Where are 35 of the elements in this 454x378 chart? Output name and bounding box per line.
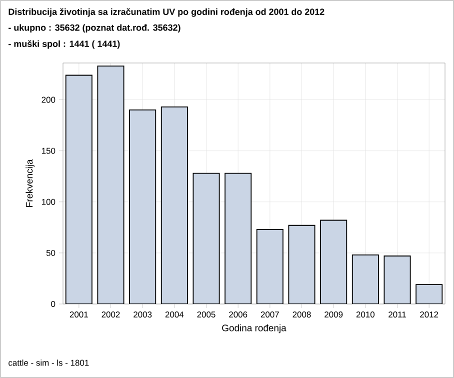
- x-tick-label: 2011: [388, 312, 406, 318]
- bar: [320, 220, 347, 304]
- y-tick-label: 0: [51, 301, 56, 307]
- bar: [384, 256, 410, 304]
- x-tick-label: 2004: [165, 312, 184, 318]
- x-tick-label: 2005: [197, 312, 216, 318]
- text: cattle - sim - ls - 1801: [8, 360, 89, 366]
- text: - muški spol : 1441 ( 1441): [8, 40, 120, 49]
- y-tick-label: 100: [42, 198, 56, 205]
- y-tick-label: 50: [46, 250, 56, 256]
- y-tick-label: 200: [42, 96, 56, 103]
- x-tick-label: 2008: [292, 312, 311, 318]
- bar: [130, 110, 156, 304]
- bar: [193, 173, 220, 304]
- x-tick-label: 2003: [134, 312, 152, 318]
- x-tick-label: 2010: [356, 312, 375, 318]
- x-tick-label: 2001: [70, 312, 88, 318]
- chart-title: Distribucija životinja sa izračunatim UV po godini rođenja od 2001 do 2012: [8, 8, 324, 17]
- y-tick-label: 150: [42, 148, 56, 154]
- x-tick-label: 2009: [324, 312, 343, 318]
- x-tick-label: 2007: [260, 312, 279, 318]
- bar: [225, 173, 252, 304]
- bar: [98, 66, 124, 304]
- bar: [66, 75, 92, 304]
- x-tick-label: 2006: [229, 312, 248, 318]
- chart-subtitle: - ukupno : 35632 (poznat dat.rođ. 35632): [8, 24, 180, 33]
- x-axis-title: Godina rođenja: [222, 324, 286, 334]
- bar: [416, 284, 443, 304]
- bar: [256, 229, 283, 304]
- x-tick-label: 2002: [102, 312, 120, 318]
- x-tick-label: 2012: [420, 312, 438, 318]
- bar: [352, 254, 378, 304]
- y-axis-title: Frekvencija: [26, 159, 35, 207]
- bar: [161, 106, 188, 304]
- bar: [288, 225, 315, 304]
